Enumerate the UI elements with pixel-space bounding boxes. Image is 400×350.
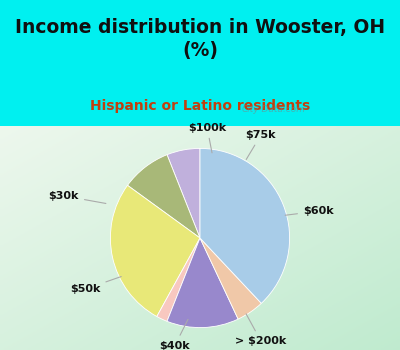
Text: $50k: $50k	[70, 276, 121, 294]
Text: Hispanic or Latino residents: Hispanic or Latino residents	[90, 99, 310, 113]
Text: City-Data.com: City-Data.com	[242, 105, 306, 114]
Wedge shape	[200, 148, 290, 303]
Text: > $200k: > $200k	[235, 314, 286, 346]
Wedge shape	[110, 186, 200, 316]
Wedge shape	[200, 238, 261, 319]
Wedge shape	[128, 155, 200, 238]
Text: $75k: $75k	[246, 130, 276, 160]
Wedge shape	[157, 238, 200, 321]
Text: $40k: $40k	[160, 319, 190, 350]
Text: Income distribution in Wooster, OH
(%): Income distribution in Wooster, OH (%)	[15, 18, 385, 60]
Wedge shape	[167, 238, 238, 328]
Text: $60k: $60k	[285, 206, 334, 216]
Text: $30k: $30k	[49, 191, 106, 203]
Text: $100k: $100k	[188, 123, 226, 153]
Wedge shape	[167, 148, 200, 238]
